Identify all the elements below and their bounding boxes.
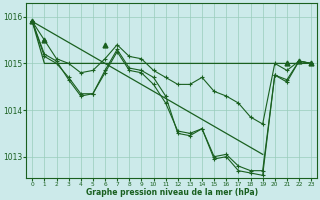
X-axis label: Graphe pression niveau de la mer (hPa): Graphe pression niveau de la mer (hPa) <box>86 188 258 197</box>
